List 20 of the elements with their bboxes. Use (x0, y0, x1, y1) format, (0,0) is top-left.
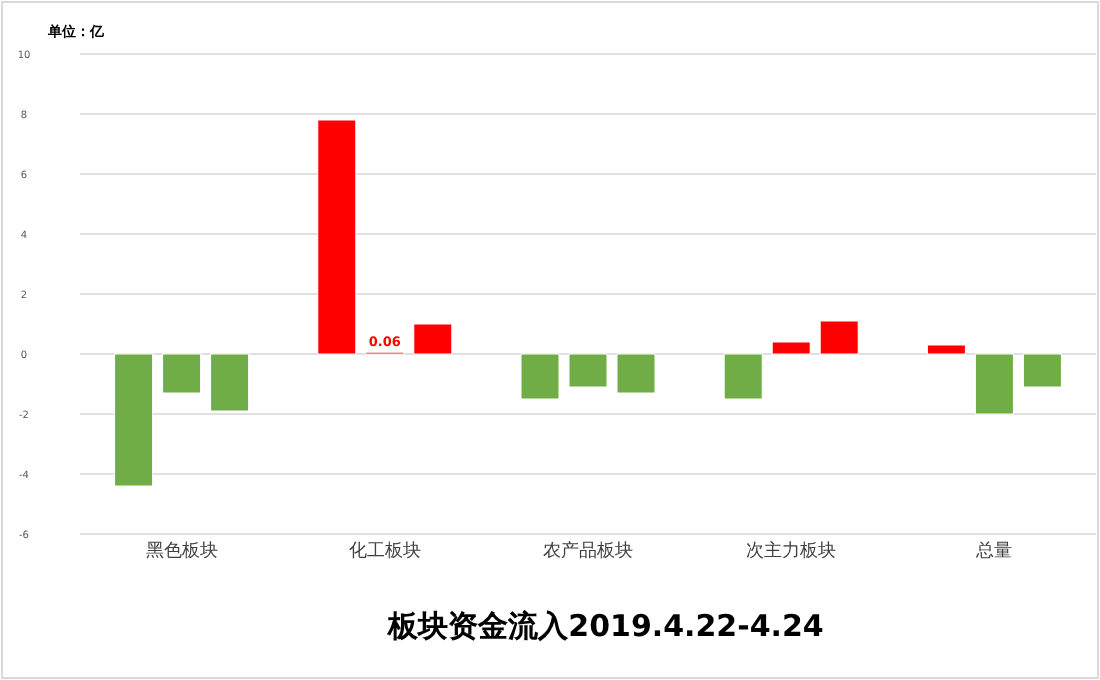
x-tick-label: 农产品板块 (543, 540, 633, 562)
text: 板块资金流入2019.4.22-4.24 (386, 608, 824, 644)
bar (520, 353, 560, 400)
bar (413, 323, 453, 355)
bar (1022, 353, 1062, 388)
x-tick-label: 黑色板块 (145, 540, 218, 562)
x-tick-label: 总量 (974, 540, 1013, 562)
bar (723, 353, 763, 400)
bar (926, 344, 966, 355)
bar (114, 353, 154, 487)
x-tick-label: 次主力板块 (746, 540, 837, 562)
bar (317, 119, 357, 355)
bar (974, 353, 1014, 415)
x-tick-label: 化工板块 (348, 540, 421, 562)
bar (616, 353, 656, 394)
bar (210, 353, 250, 412)
bar (771, 341, 811, 355)
bar (162, 353, 202, 394)
bar (819, 320, 859, 355)
bar (568, 353, 608, 388)
